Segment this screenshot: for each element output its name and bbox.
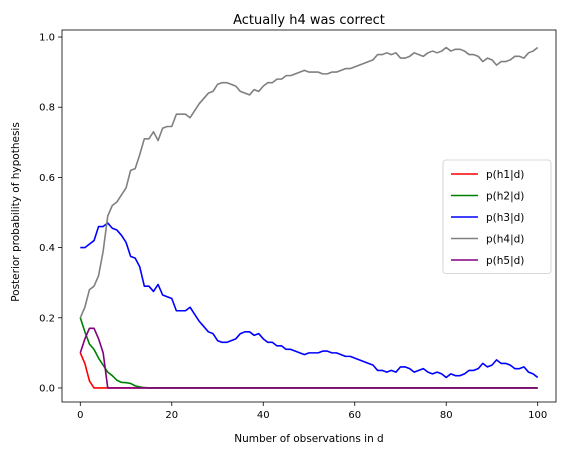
axes-frame xyxy=(61,29,557,403)
y-tick-label: 0.2 xyxy=(39,313,55,324)
x-tick-label: 80 xyxy=(440,410,453,421)
x-tick-label: 100 xyxy=(528,410,547,421)
legend-label: p(h5|d) xyxy=(486,255,524,267)
legend-label: p(h3|d) xyxy=(486,212,524,224)
series-line-h4 xyxy=(79,46,539,319)
series-line-h3 xyxy=(80,222,539,379)
legend-box xyxy=(442,159,552,274)
legend: p(h1|d) p(h2|d) p(h3|d) p(h4|d) p(h5|d) xyxy=(442,159,552,274)
axes: 0 20 40 60 80 100 0.0 0.2 0.4 0.6 0.8 1.0 xyxy=(39,29,557,421)
x-axis-title: Number of observations in d xyxy=(234,433,383,445)
x-tick-label: 60 xyxy=(348,410,361,421)
legend-label: p(h2|d) xyxy=(486,191,524,203)
series-line-h5 xyxy=(79,327,538,389)
y-tick-label: 0.4 xyxy=(39,243,55,254)
x-tick-label: 20 xyxy=(165,410,178,421)
x-tick-label: 40 xyxy=(257,410,270,421)
plot-area xyxy=(79,46,539,389)
legend-label: p(h4|d) xyxy=(486,234,524,246)
y-axis-title: Posterior probability of hypothesis xyxy=(10,122,22,302)
y-tick-label: 0.6 xyxy=(39,173,55,184)
x-tick-label: 0 xyxy=(77,410,83,421)
legend-label: p(h1|d) xyxy=(486,169,524,181)
y-tick-label: 0.0 xyxy=(39,383,55,394)
y-tick-label: 1.0 xyxy=(39,33,55,44)
chart-title: Actually h4 was correct xyxy=(233,13,385,28)
y-tick-label: 0.8 xyxy=(39,103,55,114)
